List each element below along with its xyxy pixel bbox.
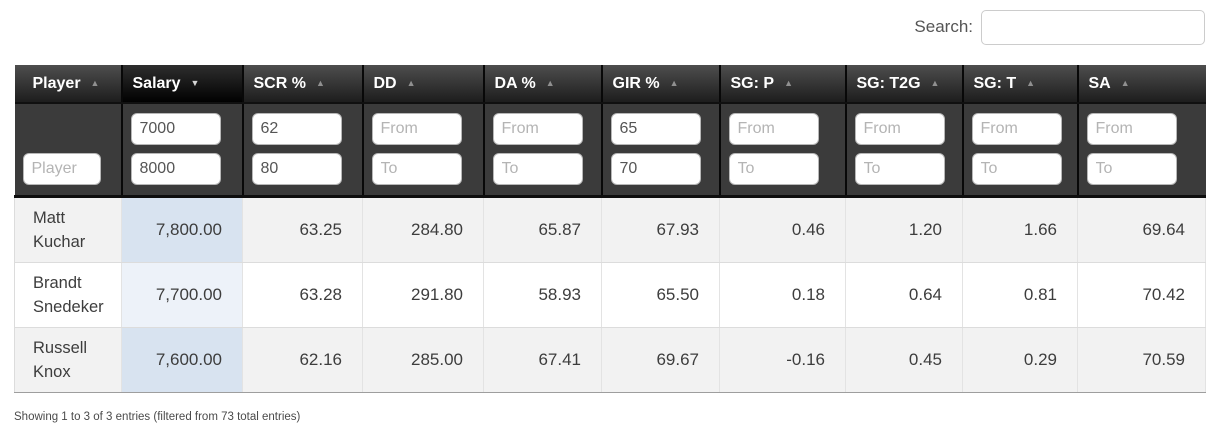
sg-t2g-cell: 1.20 — [845, 196, 963, 263]
table-row: Matt Kuchar 7,800.00 63.25 284.80 65.87 … — [14, 196, 1206, 263]
sg-t-cell: 1.66 — [962, 196, 1078, 263]
scr-pct-to-input[interactable] — [251, 153, 342, 185]
column-header-player[interactable]: Player ▲ — [14, 65, 123, 104]
column-label: DA % — [494, 74, 536, 92]
sg-p-from-input[interactable] — [728, 113, 819, 145]
search-label: Search: — [914, 17, 973, 36]
salary-to-input[interactable] — [130, 153, 221, 185]
column-header-sg-t2g[interactable]: SG: T2G ▲ — [845, 65, 964, 104]
column-header-sg-p[interactable]: SG: P ▲ — [719, 65, 847, 104]
filter-row-from — [14, 103, 1206, 149]
salary-from-input[interactable] — [130, 113, 221, 145]
column-label: SG: P — [730, 74, 775, 92]
gir-pct-cell: 67.93 — [601, 196, 720, 263]
sg-t2g-cell: 0.64 — [845, 262, 963, 328]
column-header-salary[interactable]: Salary ▼ — [121, 65, 244, 104]
table-row: Russell Knox 7,600.00 62.16 285.00 67.41… — [14, 327, 1206, 393]
column-label: SG: T2G — [856, 74, 921, 92]
da-pct-to-input[interactable] — [492, 153, 583, 185]
gir-pct-cell: 65.50 — [601, 262, 720, 328]
da-pct-cell: 65.87 — [483, 196, 602, 263]
sg-t2g-to-input[interactable] — [854, 153, 945, 185]
sort-ascending-icon: ▲ — [406, 77, 416, 88]
sa-cell: 70.59 — [1077, 327, 1206, 393]
sg-p-cell: 0.18 — [719, 262, 846, 328]
column-header-sg-t[interactable]: SG: T ▲ — [962, 65, 1079, 104]
sa-cell: 69.64 — [1077, 196, 1206, 263]
sort-ascending-icon: ▲ — [930, 77, 940, 88]
player-name-cell: Brandt Snedeker — [14, 262, 122, 328]
column-header-gir-pct[interactable]: GIR % ▲ — [601, 65, 721, 104]
sg-t-to-input[interactable] — [971, 153, 1062, 185]
sg-p-cell: 0.46 — [719, 196, 846, 263]
column-label: SA — [1088, 74, 1111, 92]
column-header-sa[interactable]: SA ▲ — [1077, 65, 1206, 104]
sg-t-cell: 0.29 — [962, 327, 1078, 393]
da-pct-cell: 58.93 — [483, 262, 602, 328]
column-label: Player — [32, 74, 81, 92]
sa-to-input[interactable] — [1086, 153, 1177, 185]
search-bar: Search: — [0, 0, 1224, 46]
sg-t2g-cell: 0.45 — [845, 327, 963, 393]
sort-ascending-icon: ▲ — [90, 77, 100, 88]
column-label: GIR % — [612, 74, 660, 92]
sg-t2g-from-input[interactable] — [854, 113, 945, 145]
gir-pct-to-input[interactable] — [610, 153, 701, 185]
column-header-da-pct[interactable]: DA % ▲ — [483, 65, 603, 104]
sort-ascending-icon: ▲ — [315, 77, 325, 88]
table-row: Brandt Snedeker 7,700.00 63.28 291.80 58… — [14, 262, 1206, 328]
dd-from-input[interactable] — [371, 113, 462, 145]
sg-t-from-input[interactable] — [971, 113, 1062, 145]
scr-pct-cell: 63.25 — [242, 196, 363, 263]
dd-cell: 285.00 — [362, 327, 484, 393]
player-name-cell: Russell Knox — [14, 327, 122, 393]
sa-cell: 70.42 — [1077, 262, 1206, 328]
player-search-input[interactable] — [22, 153, 101, 185]
column-label: SCR % — [253, 74, 306, 92]
dd-cell: 291.80 — [362, 262, 484, 328]
gir-pct-from-input[interactable] — [610, 113, 701, 145]
search-input[interactable] — [981, 9, 1205, 45]
sa-from-input[interactable] — [1086, 113, 1177, 145]
dd-cell: 284.80 — [362, 196, 484, 263]
table-header-row: Player ▲ Salary ▼ SCR % ▲ DD ▲ DA % ▲ GIR % ▲ … — [14, 65, 1206, 104]
sort-ascending-icon: ▲ — [545, 77, 555, 88]
players-stats-table: Player ▲ Salary ▼ SCR % ▲ DD ▲ DA % ▲ GIR % ▲ … — [14, 65, 1206, 393]
scr-pct-cell: 62.16 — [242, 327, 363, 393]
salary-cell: 7,600.00 — [121, 327, 243, 393]
sg-t-cell: 0.81 — [962, 262, 1078, 328]
sort-ascending-icon: ▲ — [1026, 77, 1036, 88]
salary-cell: 7,800.00 — [121, 196, 243, 263]
da-pct-from-input[interactable] — [492, 113, 583, 145]
scr-pct-from-input[interactable] — [251, 113, 342, 145]
dd-to-input[interactable] — [371, 153, 462, 185]
player-name-cell: Matt Kuchar — [14, 196, 122, 263]
table-info: Showing 1 to 3 of 3 entries (filtered fr… — [14, 411, 301, 423]
sort-descending-icon: ▼ — [190, 77, 200, 88]
column-header-scr-pct[interactable]: SCR % ▲ — [242, 65, 364, 104]
column-label: Salary — [132, 74, 181, 92]
sg-p-to-input[interactable] — [728, 153, 819, 185]
sort-ascending-icon: ▲ — [669, 77, 679, 88]
sg-p-cell: -0.16 — [719, 327, 846, 393]
column-label: DD — [373, 74, 397, 92]
sort-ascending-icon: ▲ — [1120, 77, 1130, 88]
player-filter-empty-cell — [14, 103, 123, 149]
da-pct-cell: 67.41 — [483, 327, 602, 393]
gir-pct-cell: 69.67 — [601, 327, 720, 393]
column-label: SG: T — [973, 74, 1017, 92]
column-header-dd[interactable]: DD ▲ — [362, 65, 485, 104]
scr-pct-cell: 63.28 — [242, 262, 363, 328]
filter-row-to — [14, 149, 1206, 198]
sort-ascending-icon: ▲ — [784, 77, 793, 88]
salary-cell: 7,700.00 — [121, 262, 243, 328]
